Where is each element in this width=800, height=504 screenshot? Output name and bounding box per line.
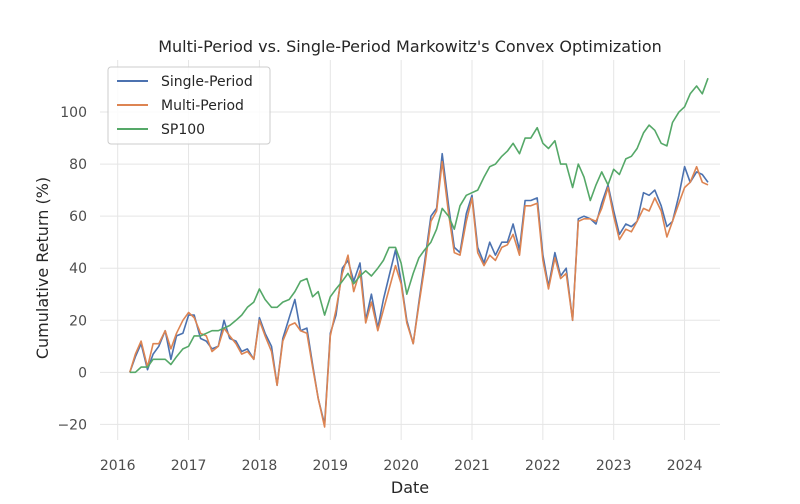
- y-tick-label: 20: [69, 313, 87, 329]
- y-tick-label: 40: [69, 261, 87, 277]
- x-tick-label: 2020: [383, 458, 419, 474]
- y-tick-label: 100: [60, 105, 87, 121]
- chart-title: Multi-Period vs. Single-Period Markowitz…: [158, 37, 662, 56]
- x-tick-label: 2021: [454, 458, 490, 474]
- x-tick-label: 2016: [100, 458, 136, 474]
- x-tick-label: 2019: [312, 458, 348, 474]
- series-line-sp100: [129, 77, 709, 374]
- y-tick-labels: −20 0 20 40 60 80 100: [57, 105, 87, 433]
- legend-label-sp100: SP100: [161, 122, 205, 138]
- legend: Single-Period Multi-Period SP100: [107, 66, 271, 145]
- series-lines: [129, 77, 709, 428]
- x-tick-label: 2024: [667, 458, 703, 474]
- x-axis-label: Date: [391, 478, 429, 497]
- x-tick-label: 2023: [596, 458, 632, 474]
- legend-label-multi-period: Multi-Period: [161, 98, 244, 114]
- legend-label-single-period: Single-Period: [161, 74, 253, 90]
- y-axis-label: Cumulative Return (%): [33, 177, 52, 359]
- y-tick-label: 60: [69, 209, 87, 225]
- x-tick-labels: 2016 2017 2018 2019 2020 2021 2022 2023 2024: [100, 458, 703, 474]
- legend-box: [107, 66, 271, 145]
- y-tick-label: 0: [78, 365, 87, 381]
- y-tick-label: 80: [69, 157, 87, 173]
- x-tick-label: 2022: [525, 458, 561, 474]
- x-tick-label: 2017: [171, 458, 207, 474]
- y-tick-label: −20: [57, 417, 87, 433]
- series-line-multi-period: [129, 160, 709, 428]
- x-tick-label: 2018: [242, 458, 278, 474]
